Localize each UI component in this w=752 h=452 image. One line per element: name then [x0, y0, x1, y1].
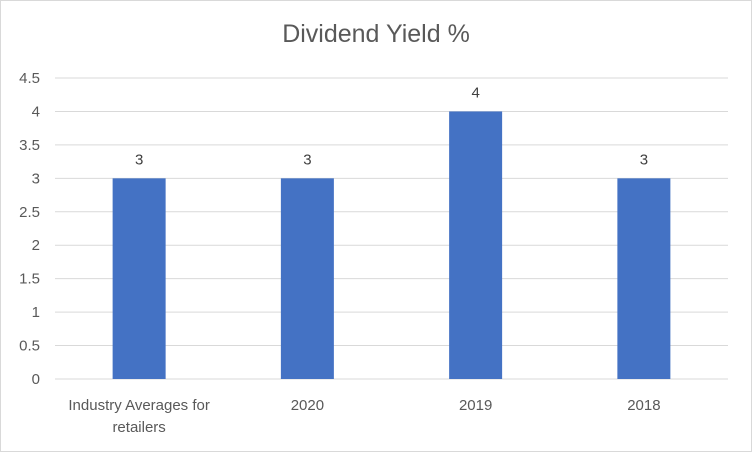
chart-title: Dividend Yield % — [282, 20, 470, 48]
bar — [617, 178, 671, 379]
y-tick-label: 0 — [32, 371, 40, 388]
y-tick-label: 4.5 — [19, 70, 40, 87]
data-label: 3 — [135, 151, 143, 168]
x-tick-label: Industry Averages for retailers — [68, 397, 209, 436]
y-tick-label: 1 — [32, 304, 40, 321]
y-tick-label: 2 — [32, 237, 40, 254]
data-label: 3 — [303, 151, 311, 168]
y-tick-label: 4 — [32, 103, 40, 120]
y-tick-label: 2.5 — [19, 204, 40, 221]
y-tick-label: 3 — [32, 170, 40, 187]
data-label: 3 — [640, 151, 648, 168]
bar — [449, 111, 503, 379]
bar — [112, 178, 166, 379]
bar — [280, 178, 334, 379]
x-tick-label: 2020 — [291, 397, 324, 414]
data-label: 4 — [471, 84, 479, 101]
y-tick-label: 0.5 — [19, 338, 40, 355]
x-tick-label: 2019 — [459, 397, 492, 414]
y-tick-label: 3.5 — [19, 137, 40, 154]
x-tick-label: 2018 — [627, 397, 660, 414]
y-tick-label: 1.5 — [19, 271, 40, 288]
